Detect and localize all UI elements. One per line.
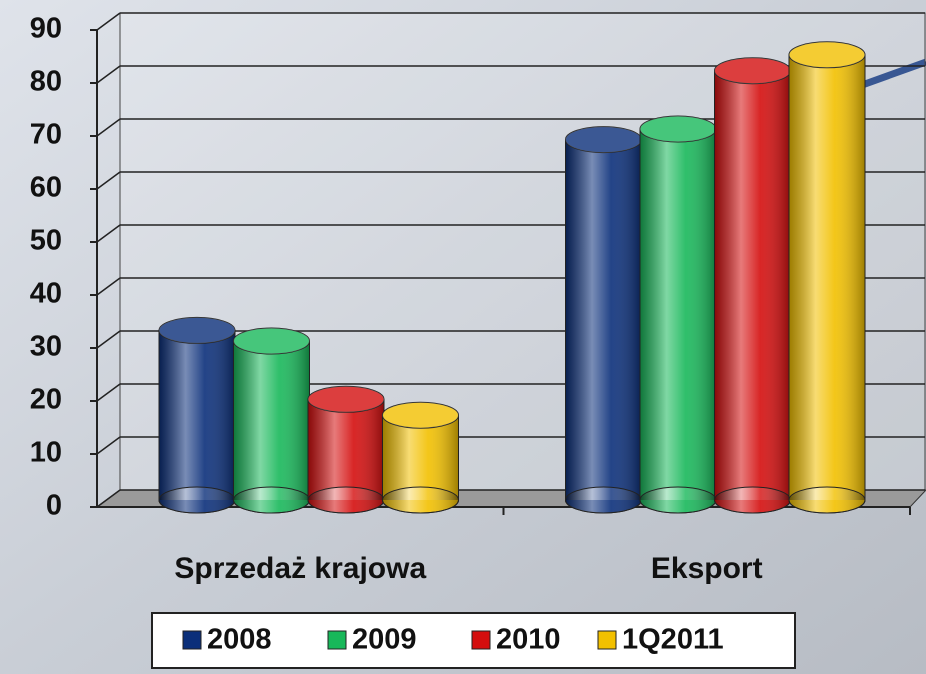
y-tick-label: 20 bbox=[30, 384, 62, 416]
legend-swatch bbox=[183, 631, 201, 649]
bar-part bbox=[383, 487, 459, 513]
bar-part bbox=[640, 129, 716, 500]
bar-part bbox=[234, 341, 310, 500]
bar bbox=[566, 127, 642, 513]
y-tick-label: 60 bbox=[30, 172, 62, 204]
legend-label: 1Q2011 bbox=[622, 624, 724, 656]
legend-label: 2009 bbox=[352, 624, 417, 656]
bar-part bbox=[308, 386, 384, 412]
bar-part bbox=[159, 330, 235, 500]
y-tick-label: 40 bbox=[30, 278, 62, 310]
legend-swatch bbox=[472, 631, 490, 649]
bar bbox=[383, 402, 459, 513]
bar-part bbox=[789, 55, 865, 500]
bar-part bbox=[234, 487, 310, 513]
x-tick-label: Sprzedaż krajowa bbox=[174, 552, 426, 585]
bar-part bbox=[159, 487, 235, 513]
bar-part bbox=[159, 317, 235, 343]
bar-part bbox=[234, 328, 310, 354]
bar-part bbox=[640, 487, 716, 513]
x-tick-label: Eksport bbox=[651, 552, 763, 585]
bar-part bbox=[383, 402, 459, 428]
y-tick-label: 10 bbox=[30, 437, 62, 469]
bar bbox=[715, 58, 791, 513]
bar bbox=[789, 42, 865, 513]
legend-swatch bbox=[328, 631, 346, 649]
y-tick-label: 30 bbox=[30, 331, 62, 363]
y-tick-label: 0 bbox=[46, 490, 62, 522]
bar-part bbox=[715, 487, 791, 513]
y-tick-label: 50 bbox=[30, 225, 62, 257]
bar bbox=[234, 328, 310, 513]
bar bbox=[308, 386, 384, 513]
legend-swatch bbox=[598, 631, 616, 649]
legend-label: 2008 bbox=[207, 624, 272, 656]
bar-part bbox=[789, 487, 865, 513]
y-tick-label: 80 bbox=[30, 66, 62, 98]
bar-part bbox=[308, 399, 384, 500]
bar-part bbox=[640, 116, 716, 142]
y-tick-label: 70 bbox=[30, 119, 62, 151]
bar bbox=[640, 116, 716, 513]
bar-part bbox=[715, 58, 791, 84]
bar-part bbox=[566, 140, 642, 500]
bar bbox=[159, 317, 235, 513]
y-tick-label: 90 bbox=[30, 13, 62, 45]
bar-part bbox=[308, 487, 384, 513]
chart: 0 10 20 30 40 50 60 70 80 90 Sprzedaż krajowa Ekspo… bbox=[0, 0, 926, 674]
bar-part bbox=[566, 487, 642, 513]
legend-label: 2010 bbox=[496, 624, 561, 656]
bar-part bbox=[715, 71, 791, 500]
bar-part bbox=[789, 42, 865, 68]
bar-part bbox=[566, 127, 642, 153]
